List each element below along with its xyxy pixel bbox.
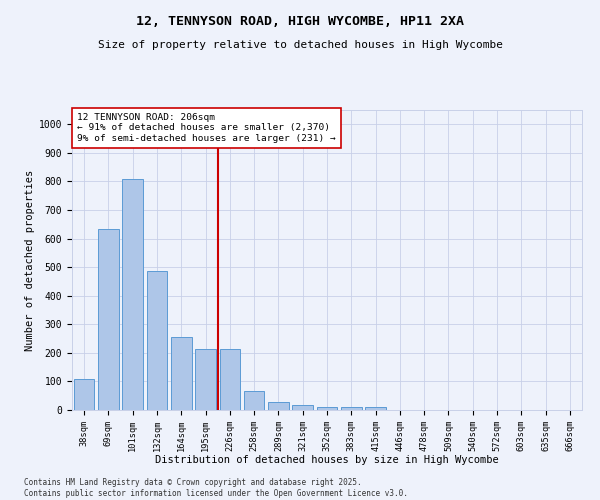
Text: Size of property relative to detached houses in High Wycombe: Size of property relative to detached ho… bbox=[97, 40, 503, 50]
Bar bbox=[317, 406, 337, 410]
Bar bbox=[220, 349, 240, 410]
Bar bbox=[268, 402, 289, 410]
Bar bbox=[365, 407, 386, 410]
Text: Contains HM Land Registry data © Crown copyright and database right 2025.
Contai: Contains HM Land Registry data © Crown c… bbox=[24, 478, 408, 498]
Y-axis label: Number of detached properties: Number of detached properties bbox=[25, 170, 35, 350]
Bar bbox=[122, 178, 143, 410]
Bar bbox=[98, 228, 119, 410]
Bar bbox=[292, 405, 313, 410]
Bar bbox=[195, 349, 216, 410]
Bar bbox=[341, 407, 362, 410]
Bar bbox=[244, 392, 265, 410]
Bar bbox=[74, 378, 94, 410]
Bar bbox=[146, 272, 167, 410]
Bar bbox=[171, 337, 191, 410]
X-axis label: Distribution of detached houses by size in High Wycombe: Distribution of detached houses by size … bbox=[155, 456, 499, 466]
Text: 12 TENNYSON ROAD: 206sqm
← 91% of detached houses are smaller (2,370)
9% of semi: 12 TENNYSON ROAD: 206sqm ← 91% of detach… bbox=[77, 113, 336, 143]
Text: 12, TENNYSON ROAD, HIGH WYCOMBE, HP11 2XA: 12, TENNYSON ROAD, HIGH WYCOMBE, HP11 2X… bbox=[136, 15, 464, 28]
